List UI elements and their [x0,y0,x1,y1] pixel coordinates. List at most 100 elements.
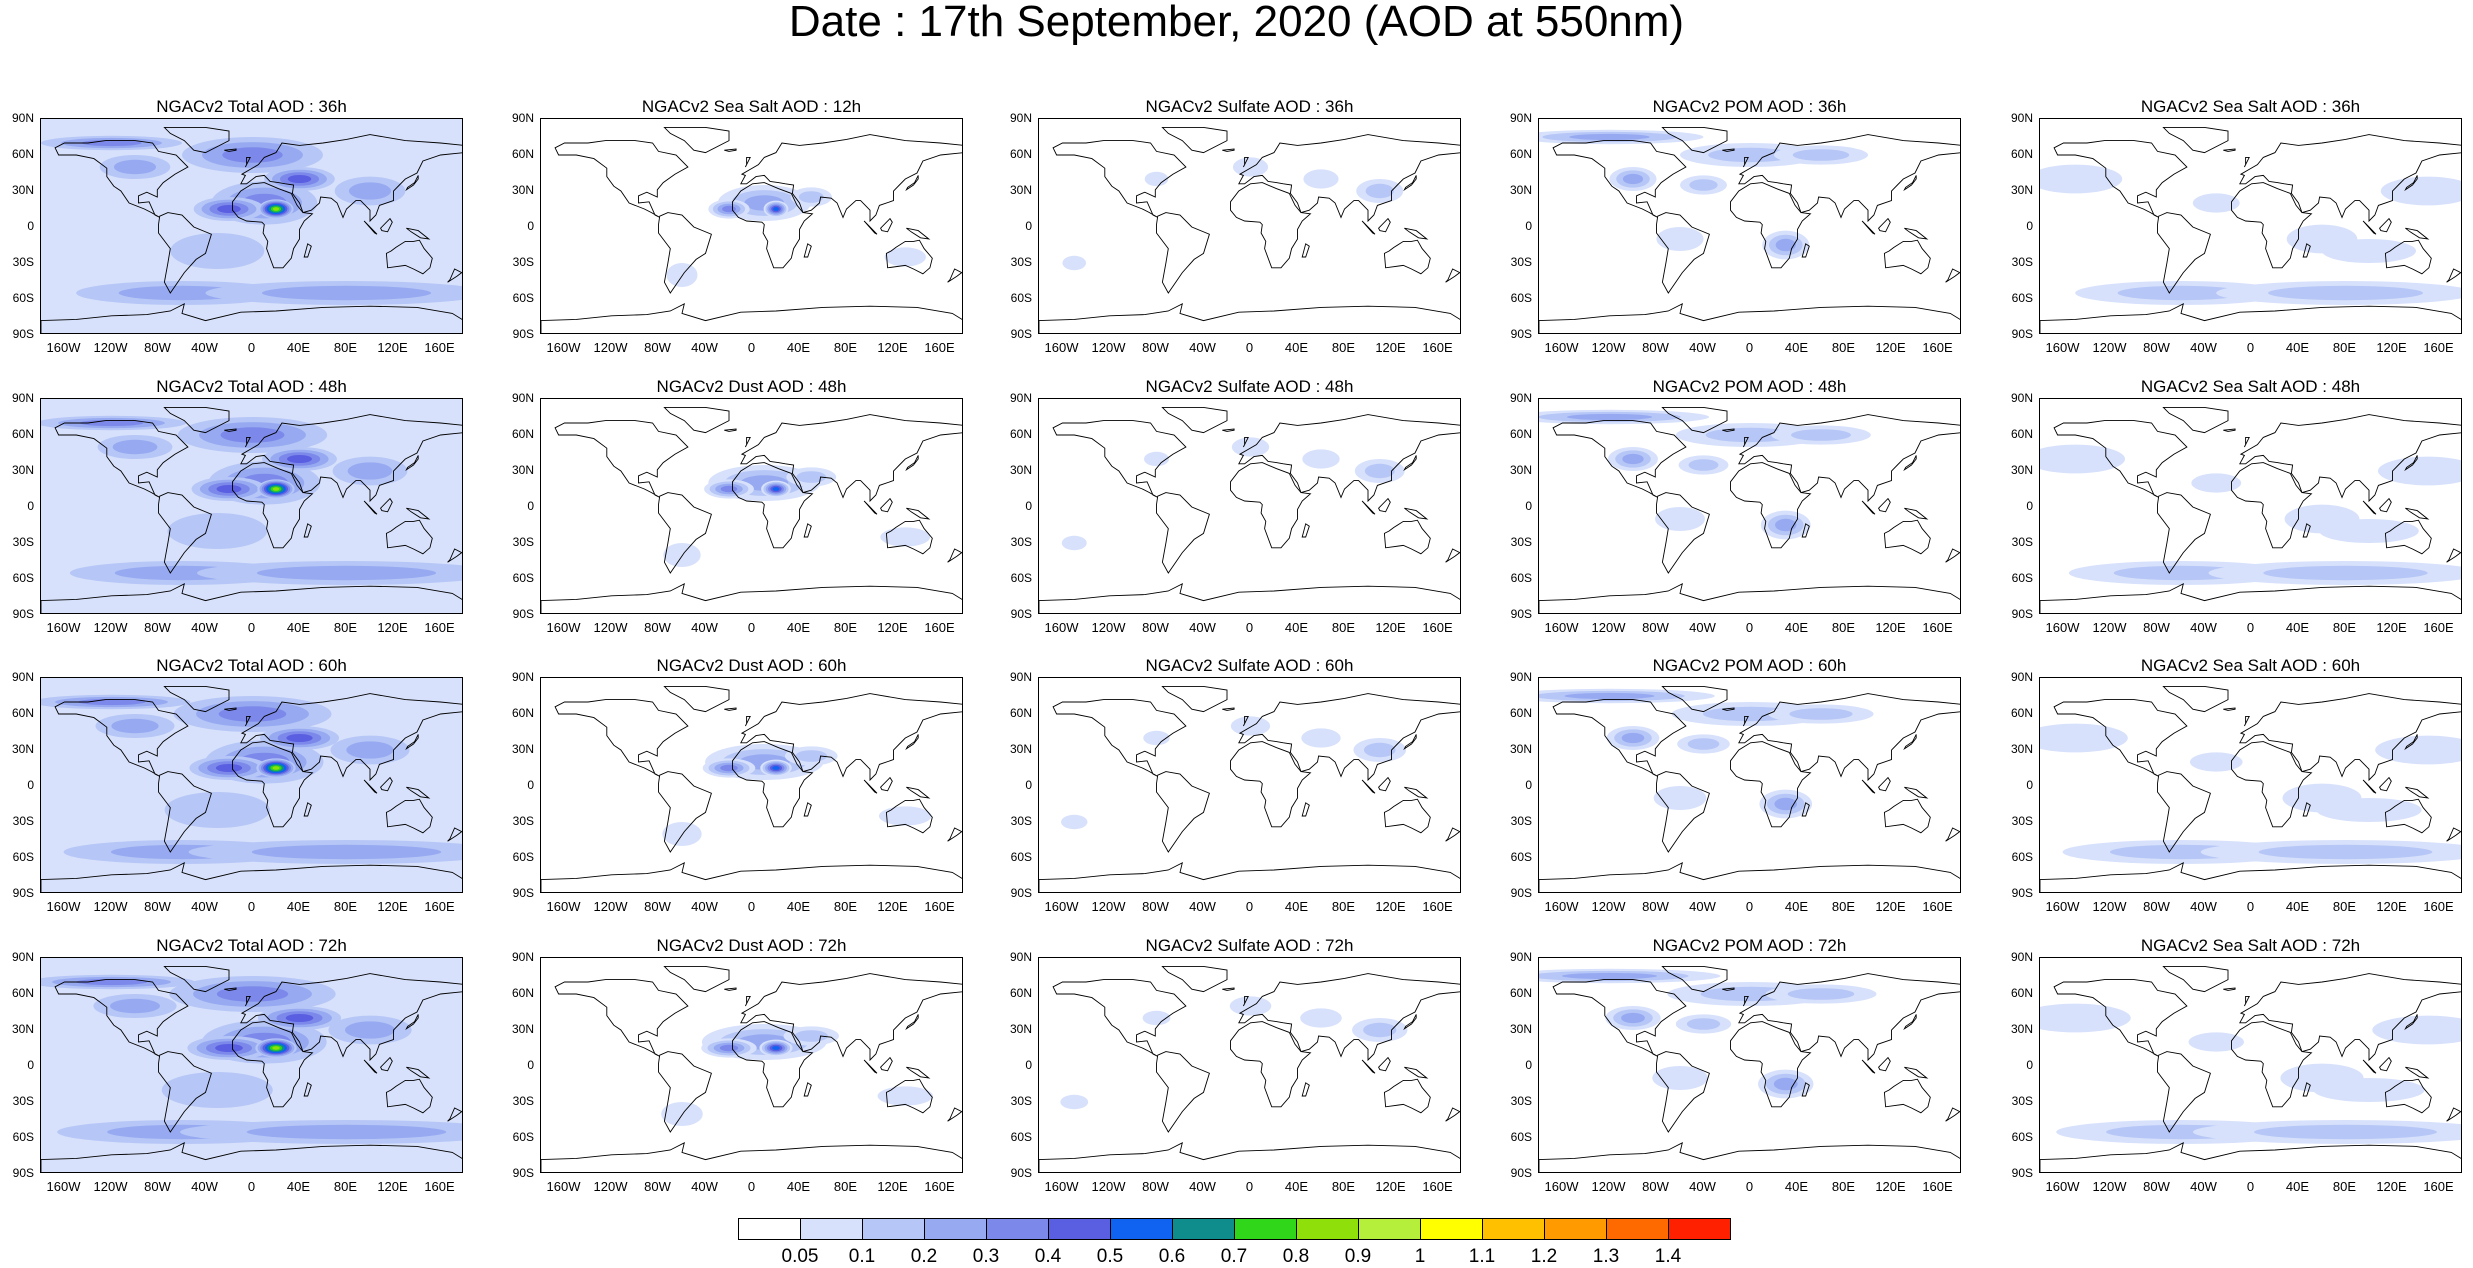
colorbar-swatch [924,1218,987,1240]
coastline [1801,802,1810,817]
coastline [2446,548,2461,563]
map-frame [40,677,463,893]
colorbar-tick-label: 0.3 [972,1246,1000,1267]
coastline [1945,268,1960,283]
coastline [906,507,931,520]
aod-map [41,119,462,333]
aod-contour [1303,169,1339,189]
longitude-tick-label: 160E [1922,899,1953,914]
aod-contour [113,159,157,175]
longitude-tick-label: 40E [786,1179,811,1194]
coastline [947,1107,962,1122]
coastline [385,239,433,275]
longitude-tick-label: 160E [1422,899,1453,914]
aod-contour [2319,519,2419,543]
latitude-tick-label: 0 [1525,778,1532,792]
coastline [163,126,230,154]
coastline [2162,685,2229,713]
coastline [554,420,689,498]
longitude-tick-label: 160E [1922,1179,1953,1194]
coastline [1801,1082,1810,1097]
latitude-tick-label: 30N [2010,183,2033,197]
aod-contour [112,439,158,455]
map-frame [40,957,463,1173]
panel-title: NGACv2 Total AOD : 36h [156,97,347,116]
coastline [1904,1066,1929,1079]
latitude-tick-label: 30S [2011,255,2033,269]
coastline [405,734,419,751]
colorbar-swatch [1668,1218,1731,1240]
latitude-tick-label: 0 [2026,499,2033,513]
panel-title: NGACv2 POM AOD : 72h [1652,936,1847,955]
latitude-tick-label: 90S [512,327,534,341]
coastline [880,1056,893,1072]
latitude-tick-label: 0 [527,778,534,792]
map-panel: NGACv2 Sulfate AOD : 60h 90N 60N 30N 0 30S 60S… [1010,656,1461,914]
map-panel: NGACv2 Sea Salt AOD : 48h 90N 60N 30N 0 30S 60… [2011,377,2462,635]
aod-map [1039,126,1460,333]
longitude-tick-label: 160W [2045,1179,2080,1194]
latitude-tick-label: 90S [2011,1166,2033,1180]
longitude-tick-label: 160W [546,1179,581,1194]
coastline [224,148,237,152]
latitude-tick-label: 30N [11,742,34,756]
latitude-tick-label: 60N [11,147,34,161]
coastline [1222,987,1235,991]
latitude-tick-label: 90S [12,1166,34,1180]
latitude-tick-label: 90N [1509,391,1532,405]
longitude-tick-label: 80E [833,899,858,914]
longitude-tick-label: 40W [1189,340,1216,355]
coastline [54,979,189,1057]
coastline-antarctica [541,1141,962,1172]
aod-contour [666,263,698,287]
longitude-tick-label: 80W [2143,899,2170,914]
coastline [232,741,314,828]
map-frame [540,677,963,893]
coastline [1903,1014,1917,1031]
longitude-tick-label: 40E [2285,620,2310,635]
coastline [2239,134,2461,223]
coastline-antarctica [541,582,962,613]
coastline [1230,1021,1312,1108]
coastline [2362,1059,2377,1074]
longitude-tick-label: 80E [833,620,858,635]
coastline [2231,462,2313,549]
coastline [54,699,189,777]
aod-contour [1789,708,1853,720]
longitude-tick-label: 0 [2246,340,2255,355]
aod-contour [2313,1078,2425,1102]
latitude-tick-label: 60N [2010,427,2033,441]
panel-title: NGACv2 Dust AOD : 48h [656,377,847,396]
longitude-tick-label: 160E [2423,899,2454,914]
coastline [1730,462,1812,549]
latitude-tick-label: 60S [512,850,534,864]
coastline [1861,1059,1876,1074]
map-panel: NGACv2 POM AOD : 48h 90N 60N 30N 0 30S 60S 90S 1… [1510,377,1961,635]
coastline [2379,776,2392,792]
coastline [1883,798,1931,834]
coastline [2231,741,2313,828]
aod-map [2040,965,2461,1172]
aod-contour [2191,473,2242,493]
longitude-tick-label: 40E [2285,899,2310,914]
aod-contour [2040,1003,2131,1033]
coastline [863,1059,878,1074]
latitude-tick-label: 60S [512,291,534,305]
map-frame [540,118,963,334]
longitude-tick-label: 160W [2045,620,2080,635]
longitude-tick-label: 0 [747,899,756,914]
aod-contour [1564,692,1655,700]
longitude-tick-label: 0 [1245,899,1254,914]
aod-contour [2117,285,2245,301]
coastline [1904,227,1929,240]
coastline [1742,156,1749,168]
coastline [224,707,237,711]
coastline [158,492,212,574]
aod-contour [2258,844,2433,860]
aod-contour [884,247,926,267]
coastline [240,973,462,1062]
coastline [885,1078,933,1114]
coastline [1883,239,1931,275]
latitude-tick-label: 60N [11,706,34,720]
longitude-tick-label: 40W [1689,1179,1716,1194]
